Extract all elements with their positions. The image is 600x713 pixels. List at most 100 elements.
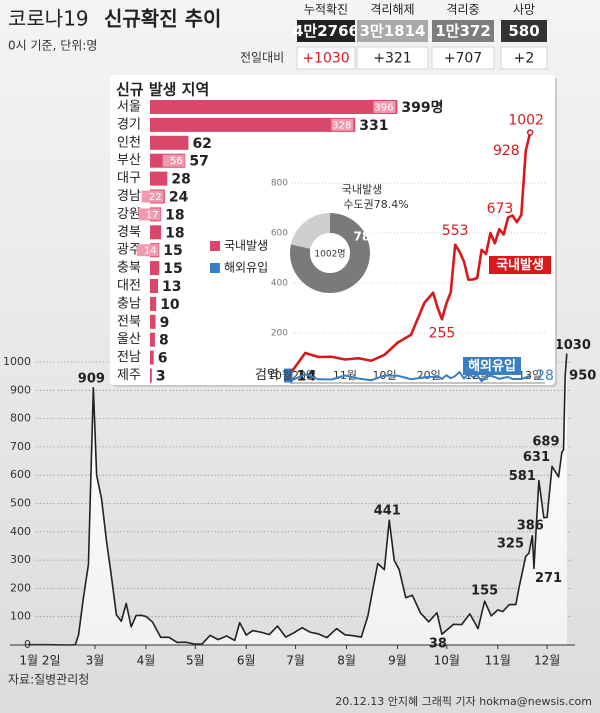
y-tick-label: 200 <box>10 581 31 594</box>
credit: 20.12.13 안지혜 그래픽 기자 hokma@newsis.com <box>335 695 592 708</box>
value-label: 8 <box>159 333 169 349</box>
stat-label: 격리해제 <box>370 3 414 17</box>
annotation: 631 <box>523 450 550 465</box>
y-tick-label: 900 <box>10 383 31 396</box>
annotation: 38 <box>429 637 447 652</box>
x-tick-label: 3월 <box>86 654 105 668</box>
stat-box <box>501 20 547 42</box>
bar <box>150 296 157 311</box>
value-label: 15 <box>163 243 182 259</box>
inset-annotation: 928 <box>493 143 520 159</box>
bar <box>150 135 189 150</box>
annotation: 386 <box>517 518 544 533</box>
value-label: 18 <box>165 225 184 241</box>
value-label: 331 <box>359 118 388 134</box>
y-tick-label: 500 <box>10 497 31 510</box>
quarantine-value: 14 <box>297 369 317 385</box>
domestic-box <box>138 208 161 221</box>
inset-annotation: 28 <box>536 368 554 384</box>
change-box <box>296 46 356 70</box>
bar <box>150 225 162 240</box>
x-tick-label: 11월 <box>485 654 511 668</box>
change-label: 전일대비 <box>240 51 284 65</box>
y-tick-label: 100 <box>10 610 31 623</box>
annotation: 441 <box>374 504 401 519</box>
y-tick-label: 300 <box>10 553 31 566</box>
y-tick-label: 800 <box>10 412 31 425</box>
annotation: 909 <box>78 371 105 386</box>
value-label: 57 <box>189 154 208 170</box>
stat-label: 사망 <box>513 3 535 17</box>
domestic-box <box>373 101 396 113</box>
domestic-label: 17 <box>146 210 159 221</box>
value-label: 6 <box>158 351 168 367</box>
bar <box>150 171 168 186</box>
annotation: 950 <box>569 369 596 384</box>
stat-box <box>432 20 494 42</box>
y-tick-label: 700 <box>10 440 31 453</box>
domestic-box <box>136 244 159 257</box>
category-label: 울산 <box>117 332 141 347</box>
stat-change: +707 <box>444 51 482 67</box>
legend-swatch <box>210 263 220 273</box>
x-tick-label: 7월 <box>286 654 305 668</box>
category-label: 충남 <box>117 296 141 311</box>
bar <box>150 368 152 383</box>
annotation: 155 <box>471 584 498 599</box>
value-label: 10 <box>160 297 180 313</box>
domestic-box <box>162 154 185 167</box>
value-label: 9 <box>160 315 170 331</box>
stat-change: +2 <box>514 51 535 67</box>
bar <box>150 350 154 365</box>
category-label: 경북 <box>117 225 141 240</box>
title-part1: 코로나19 <box>8 7 89 31</box>
value-label: 399명 <box>401 99 443 116</box>
category-label: 충북 <box>117 261 141 276</box>
annotation: 1030 <box>555 338 591 353</box>
category-label: 광주 <box>117 243 141 258</box>
bar <box>150 279 159 293</box>
domestic-label: 396 <box>374 103 393 114</box>
subtitle: 0시 기준, 단위:명 <box>8 39 97 53</box>
donut-value: 786 <box>353 230 378 244</box>
stat-box <box>357 20 428 42</box>
x-tick-label: 1월 2일 <box>19 654 60 668</box>
y-tick-label: 600 <box>10 468 31 481</box>
domestic-label: 56 <box>170 156 183 167</box>
donut-subtitle: 수도권78.4% <box>343 198 408 211</box>
value-label: 24 <box>169 190 189 206</box>
quarantine-bar <box>284 368 293 383</box>
stat-label: 누적확진 <box>304 3 348 17</box>
category-label: 대구 <box>117 171 141 186</box>
value-label: 3 <box>156 369 166 385</box>
inset-x-tick-label: 10월20일 <box>268 368 316 382</box>
inset-annotation: 255 <box>429 325 456 341</box>
inset-x-tick-label: 20일 <box>417 368 441 382</box>
x-tick-label: 12월 <box>534 654 560 668</box>
domestic-box <box>331 118 354 131</box>
inset-y-tick-label: 400 <box>271 279 288 289</box>
domestic-label: 22 <box>149 192 162 203</box>
source: 자료:질병관리청 <box>8 673 89 687</box>
x-tick-label: 6월 <box>237 654 256 668</box>
inset-line <box>290 132 532 373</box>
bar <box>150 117 356 132</box>
stat-value: 4만2766 <box>293 22 359 40</box>
category-label: 경남 <box>117 189 141 204</box>
domestic-box <box>141 190 164 203</box>
legend-label: 해외유입 <box>224 261 268 275</box>
value-label: 15 <box>163 261 182 277</box>
donut-segment <box>290 213 371 293</box>
category-label: 제주 <box>117 368 141 383</box>
end-dot <box>526 129 534 136</box>
bar <box>150 100 398 114</box>
inset-line <box>291 371 531 383</box>
legend-swatch <box>210 241 220 251</box>
value-label: 28 <box>171 172 190 188</box>
donut-hole <box>310 233 350 273</box>
series-tag <box>489 256 551 274</box>
category-label: 대전 <box>117 279 141 294</box>
donut-segment <box>290 213 330 249</box>
